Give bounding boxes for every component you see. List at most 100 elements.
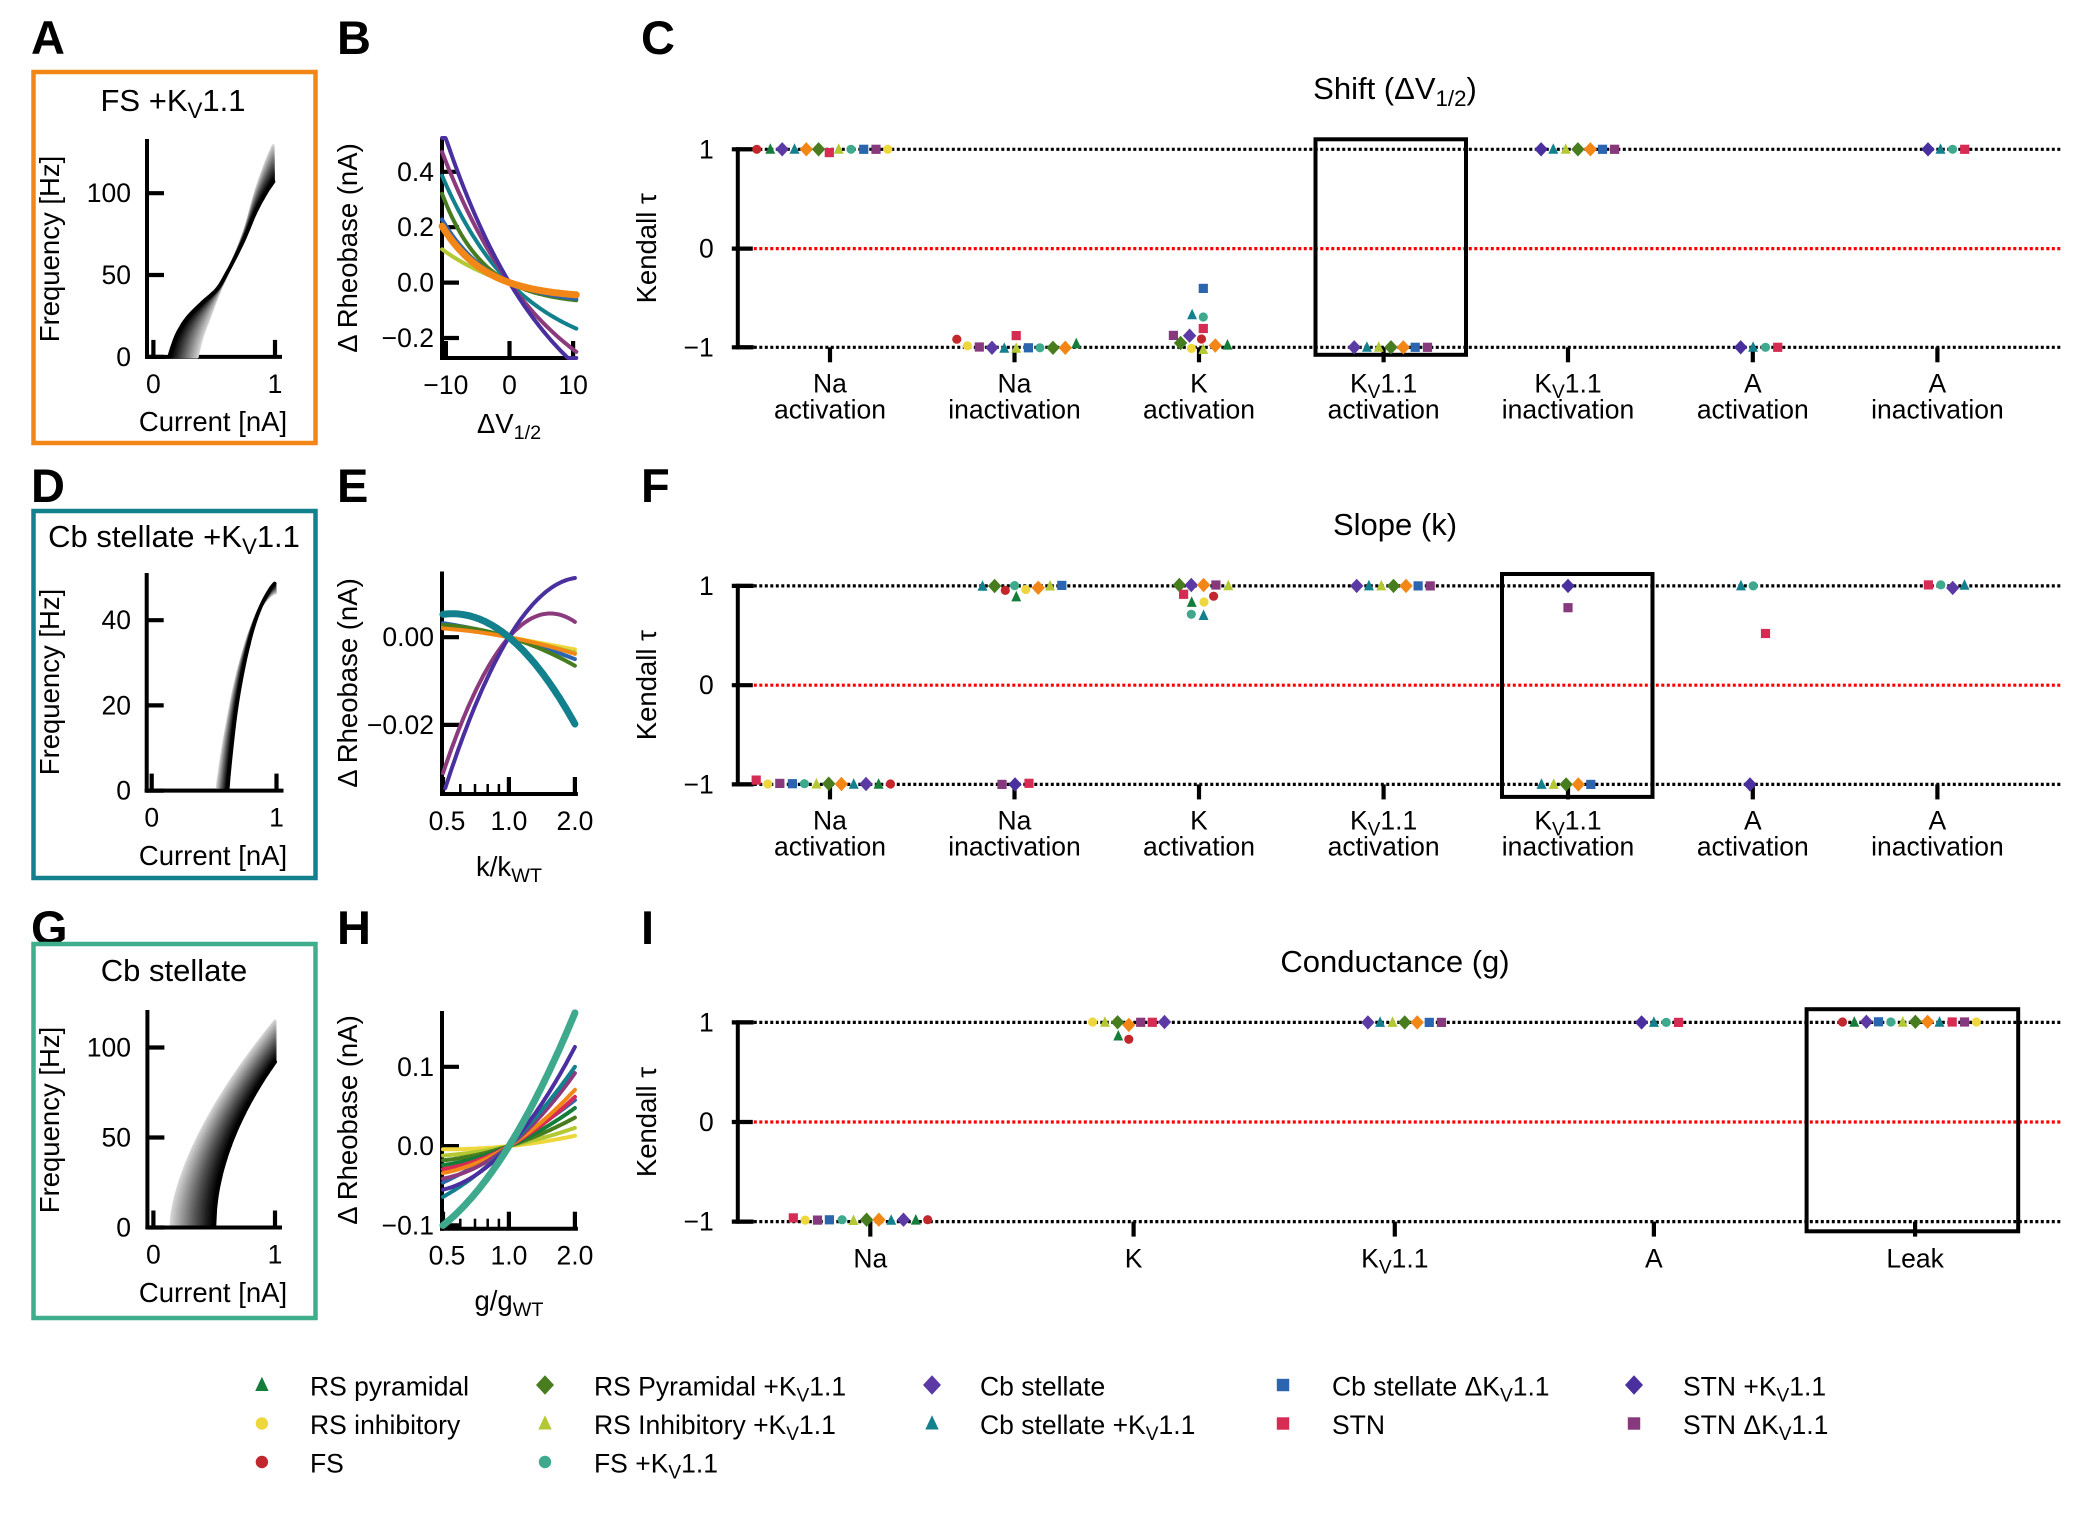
svg-text:FS +KV​1.1: FS +KV​1.1 bbox=[594, 1449, 718, 1484]
svg-text:0: 0 bbox=[502, 370, 517, 400]
svg-text:Cb stellate +KV​1.1: Cb stellate +KV​1.1 bbox=[980, 1410, 1195, 1445]
svg-text:Kendall τ: Kendall τ bbox=[631, 193, 662, 303]
svg-text:RS pyramidal: RS pyramidal bbox=[310, 1372, 469, 1402]
svg-text:Δ Rheobase (nA): Δ Rheobase (nA) bbox=[332, 143, 363, 352]
svg-text:0.5: 0.5 bbox=[429, 806, 466, 836]
svg-text:0: 0 bbox=[699, 1107, 714, 1137]
svg-text:1: 1 bbox=[269, 803, 284, 833]
svg-text:B: B bbox=[337, 11, 371, 64]
svg-text:Δ Rheobase (nA): Δ Rheobase (nA) bbox=[332, 1015, 363, 1224]
svg-text:inactivation: inactivation bbox=[948, 832, 1081, 862]
svg-text:Leak: Leak bbox=[1886, 1244, 1944, 1274]
svg-text:inactivation: inactivation bbox=[1871, 394, 2004, 424]
svg-text:inactivation: inactivation bbox=[1871, 832, 2004, 862]
svg-text:H: H bbox=[337, 901, 371, 954]
svg-text:FS: FS bbox=[310, 1449, 344, 1479]
svg-text:10: 10 bbox=[558, 370, 587, 400]
svg-text:D: D bbox=[31, 459, 65, 512]
svg-text:A: A bbox=[31, 11, 65, 64]
svg-text:activation: activation bbox=[1328, 832, 1440, 862]
svg-text:Frequency [Hz]: Frequency [Hz] bbox=[34, 1027, 65, 1213]
svg-text:20: 20 bbox=[102, 690, 131, 720]
svg-text:0: 0 bbox=[116, 342, 131, 372]
svg-text:activation: activation bbox=[774, 394, 886, 424]
svg-text:Na: Na bbox=[853, 1244, 887, 1274]
svg-text:Na: Na bbox=[813, 368, 847, 398]
svg-text:0: 0 bbox=[116, 1213, 131, 1243]
svg-text:A: A bbox=[1744, 806, 1762, 836]
svg-text:0.5: 0.5 bbox=[429, 1241, 466, 1271]
svg-text:Na: Na bbox=[998, 806, 1032, 836]
svg-text:K: K bbox=[1190, 806, 1208, 836]
svg-text:k/kWT​: k/kWT​ bbox=[476, 851, 542, 887]
svg-text:KV​1.1: KV​1.1 bbox=[1534, 806, 1601, 841]
svg-text:A: A bbox=[1744, 368, 1762, 398]
svg-text:0.1: 0.1 bbox=[397, 1052, 434, 1082]
svg-text:Conductance (g): Conductance (g) bbox=[1280, 944, 1509, 979]
svg-text:KV​1.1: KV​1.1 bbox=[1350, 806, 1417, 841]
svg-text:g/gWT​: g/gWT​ bbox=[475, 1285, 544, 1321]
svg-text:KV​1.1: KV​1.1 bbox=[1534, 368, 1601, 403]
svg-text:50: 50 bbox=[102, 1123, 131, 1153]
svg-text:activation: activation bbox=[1697, 394, 1809, 424]
svg-text:−0.1: −0.1 bbox=[382, 1210, 434, 1240]
svg-text:Na: Na bbox=[813, 806, 847, 836]
svg-text:RS Pyramidal +KV​1.1: RS Pyramidal +KV​1.1 bbox=[594, 1372, 846, 1407]
svg-text:K: K bbox=[1125, 1244, 1143, 1274]
svg-text:−1: −1 bbox=[684, 1207, 714, 1237]
svg-text:K: K bbox=[1190, 368, 1208, 398]
svg-text:0: 0 bbox=[146, 1240, 161, 1270]
svg-text:0.00: 0.00 bbox=[382, 622, 434, 652]
svg-text:1: 1 bbox=[699, 1007, 714, 1037]
svg-text:−0.2: −0.2 bbox=[382, 323, 434, 353]
svg-text:A: A bbox=[1929, 806, 1947, 836]
svg-text:RS Inhibitory +KV​1.1: RS Inhibitory +KV​1.1 bbox=[594, 1410, 836, 1445]
svg-text:activation: activation bbox=[1697, 832, 1809, 862]
svg-text:A: A bbox=[1929, 368, 1947, 398]
svg-text:inactivation: inactivation bbox=[1502, 394, 1635, 424]
svg-text:inactivation: inactivation bbox=[1502, 832, 1635, 862]
svg-text:Current [nA]: Current [nA] bbox=[139, 406, 287, 437]
svg-text:STN ΔKV​1.1: STN ΔKV​1.1 bbox=[1683, 1410, 1828, 1445]
svg-text:F: F bbox=[641, 459, 670, 512]
svg-text:Cb stellate: Cb stellate bbox=[980, 1372, 1105, 1402]
svg-text:50: 50 bbox=[102, 260, 131, 290]
svg-text:Cb stellate: Cb stellate bbox=[101, 953, 247, 988]
svg-text:0: 0 bbox=[146, 369, 161, 399]
svg-text:Current [nA]: Current [nA] bbox=[139, 1277, 287, 1308]
svg-text:RS inhibitory: RS inhibitory bbox=[310, 1410, 461, 1440]
svg-text:40: 40 bbox=[102, 605, 131, 635]
svg-text:KV​1.1: KV​1.1 bbox=[1350, 368, 1417, 403]
svg-text:FS +KV​1.1: FS +KV​1.1 bbox=[101, 83, 246, 123]
svg-text:E: E bbox=[337, 459, 368, 512]
svg-text:STN: STN bbox=[1332, 1410, 1385, 1440]
svg-text:2.0: 2.0 bbox=[556, 1241, 593, 1271]
svg-text:STN +KV​1.1: STN +KV​1.1 bbox=[1683, 1372, 1826, 1407]
svg-text:0.0: 0.0 bbox=[397, 1131, 434, 1161]
svg-text:Cb stellate ΔKV​1.1: Cb stellate ΔKV​1.1 bbox=[1332, 1372, 1550, 1407]
svg-text:ΔV1/2​: ΔV1/2​ bbox=[477, 408, 541, 444]
svg-text:2.0: 2.0 bbox=[556, 806, 593, 836]
svg-text:C: C bbox=[641, 11, 675, 64]
svg-text:activation: activation bbox=[1143, 832, 1255, 862]
svg-text:−1: −1 bbox=[684, 769, 714, 799]
svg-text:0: 0 bbox=[144, 803, 159, 833]
svg-text:Cb stellate +KV​1.1: Cb stellate +KV​1.1 bbox=[48, 519, 300, 559]
svg-text:Slope (k): Slope (k) bbox=[1333, 507, 1457, 542]
svg-text:1: 1 bbox=[268, 369, 283, 399]
svg-text:activation: activation bbox=[774, 832, 886, 862]
svg-text:0.0: 0.0 bbox=[397, 268, 434, 298]
svg-text:−10: −10 bbox=[423, 370, 468, 400]
svg-text:KV​1.1: KV​1.1 bbox=[1361, 1244, 1428, 1279]
svg-text:100: 100 bbox=[87, 1033, 131, 1063]
svg-text:−1: −1 bbox=[684, 332, 714, 362]
svg-text:Frequency [Hz]: Frequency [Hz] bbox=[34, 156, 65, 342]
svg-text:Kendall τ: Kendall τ bbox=[631, 630, 662, 740]
svg-text:100: 100 bbox=[87, 178, 131, 208]
svg-text:0: 0 bbox=[116, 776, 131, 806]
svg-text:1: 1 bbox=[699, 571, 714, 601]
svg-text:Frequency [Hz]: Frequency [Hz] bbox=[34, 589, 65, 775]
svg-text:activation: activation bbox=[1143, 394, 1255, 424]
svg-text:0: 0 bbox=[699, 670, 714, 700]
svg-text:−0.02: −0.02 bbox=[367, 710, 434, 740]
